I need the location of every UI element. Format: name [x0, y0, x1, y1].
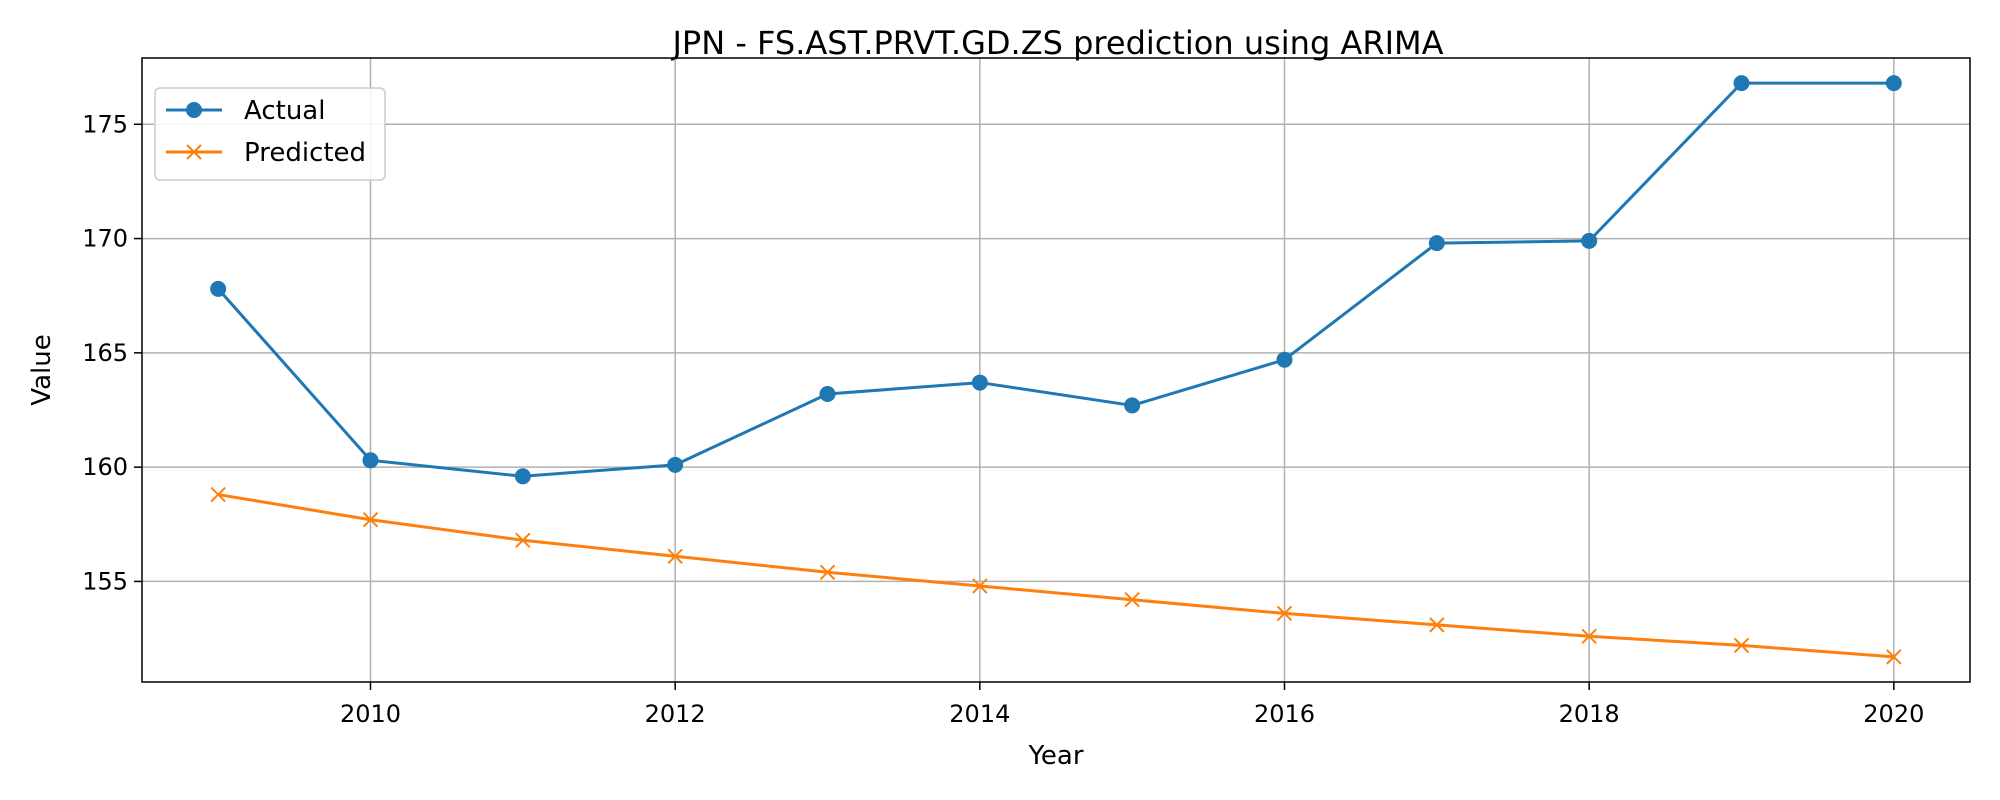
legend-item-predicted: Predicted: [166, 138, 366, 168]
data-point-predicted-stroke: [1886, 649, 1902, 665]
data-point-predicted-stroke: [1733, 637, 1750, 654]
series-layer: [210, 75, 1902, 665]
data-point-predicted-stroke: [1124, 592, 1140, 608]
data-point-predicted: [1886, 649, 1902, 665]
data-point-actual: [1124, 397, 1141, 414]
x-tick-label: 2016: [1254, 700, 1315, 728]
data-point-predicted: [1429, 617, 1445, 633]
data-point-actual: [1428, 235, 1445, 252]
chart-title: JPN - FS.AST.PRVT.GD.ZS prediction using…: [670, 24, 1443, 62]
data-point-predicted-stroke: [1581, 628, 1597, 644]
data-point-predicted: [819, 564, 836, 580]
data-point-actual: [819, 386, 836, 402]
legend: Actual Predicted: [154, 87, 386, 181]
y-tick-label: 170: [82, 225, 128, 253]
data-point-predicted-stroke: [667, 548, 683, 564]
legend-marker: [186, 144, 202, 160]
legend-label: Actual: [244, 96, 325, 126]
data-point-actual: [1581, 232, 1598, 249]
y-tick-label: 160: [82, 453, 128, 481]
data-point-predicted: [667, 548, 683, 564]
y-tick-label: 175: [82, 110, 128, 138]
data-point-actual: [210, 280, 227, 297]
data-point-predicted: [1124, 592, 1140, 608]
x-axis: 2010 2012 2014 2016 2018 2020: [340, 682, 1924, 728]
y-tick-label: 165: [82, 339, 128, 367]
x-tick-label: 2014: [949, 700, 1010, 728]
data-point-predicted: [1733, 637, 1750, 654]
legend-item-actual: Actual: [166, 96, 325, 126]
y-axis: 155 160 165 170 175: [82, 110, 142, 595]
series-line-predicted: [217, 493, 1894, 659]
data-point-actual: [1276, 351, 1293, 368]
data-point-actual: [667, 456, 684, 473]
data-point-actual: [514, 468, 531, 485]
x-axis-label: Year: [1027, 741, 1083, 771]
data-point-actual: [1733, 75, 1750, 92]
data-point-actual: [1885, 75, 1902, 92]
x-tick-label: 2020: [1863, 700, 1924, 728]
data-point-predicted-stroke: [972, 578, 988, 594]
data-point-predicted-stroke: [362, 512, 379, 528]
series-line-actual: [217, 81, 1894, 478]
data-point-predicted: [515, 532, 531, 548]
data-point-predicted: [1581, 628, 1597, 644]
legend-marker: [186, 102, 202, 118]
x-tick-label: 2018: [1559, 700, 1620, 728]
x-tick-label: 2010: [340, 700, 401, 728]
series-actual: [210, 75, 1902, 485]
plot-frame: [141, 57, 1971, 683]
series-predicted: [210, 486, 1902, 665]
data-point-predicted-stroke: [1276, 605, 1293, 622]
data-point-predicted: [1276, 605, 1293, 622]
legend-marker-stroke: [186, 144, 202, 160]
legend-label: Predicted: [244, 138, 366, 168]
data-point-predicted-stroke: [819, 564, 836, 580]
legend-items: Actual Predicted: [166, 96, 366, 168]
data-point-predicted-stroke: [210, 486, 226, 503]
y-tick-label: 155: [82, 567, 128, 595]
data-point-predicted: [210, 486, 226, 503]
data-point-predicted-stroke: [1429, 617, 1445, 633]
y-axis-label: Value: [27, 334, 57, 405]
data-point-actual: [362, 452, 379, 469]
data-point-actual: [971, 374, 988, 391]
data-point-predicted-stroke: [515, 532, 531, 548]
data-point-predicted: [972, 578, 988, 594]
x-tick-label: 2012: [645, 700, 706, 728]
data-point-predicted: [362, 512, 379, 528]
